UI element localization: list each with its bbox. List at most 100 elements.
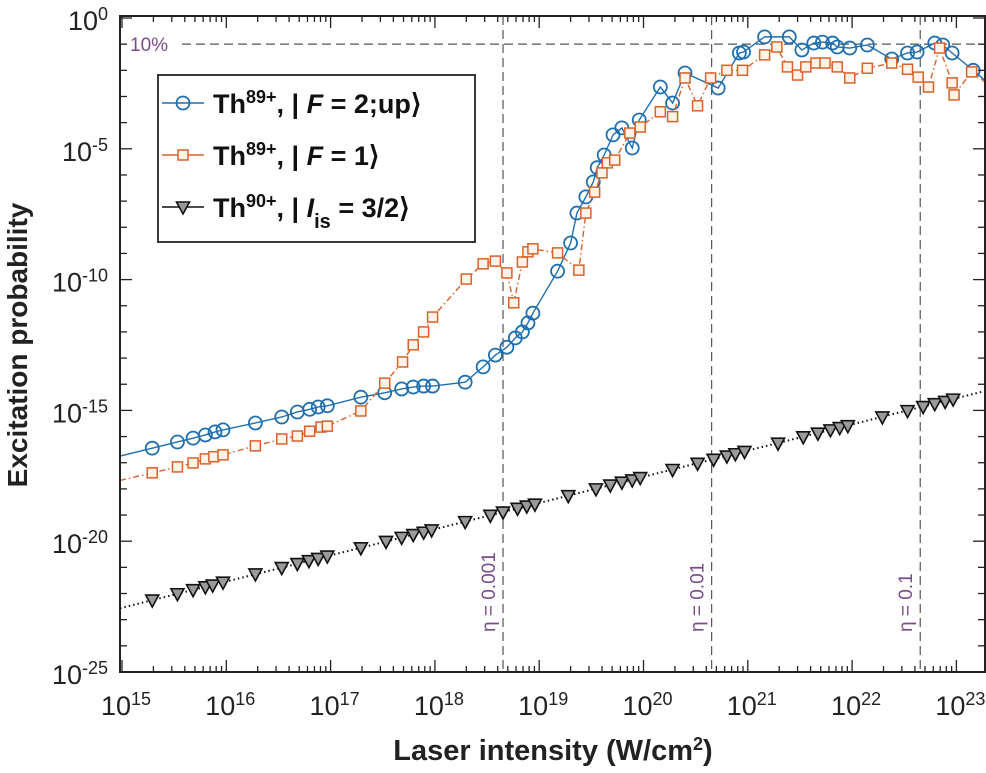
data-point — [926, 397, 943, 413]
x-tick-label-exponent: 18 — [444, 689, 464, 709]
data-point — [353, 389, 369, 405]
data-point — [487, 347, 503, 363]
data-point — [319, 550, 336, 565]
data-point — [770, 437, 786, 452]
data-point — [247, 415, 263, 431]
data-point — [822, 424, 839, 439]
data-point — [736, 64, 749, 77]
series-triangle-down — [119, 390, 986, 610]
data-point — [144, 440, 160, 456]
data-point — [794, 42, 810, 58]
data-point — [899, 404, 916, 420]
data-point — [736, 44, 751, 60]
y-tick-label-exponent: -25 — [82, 658, 108, 678]
y-tick-label-exponent: -10 — [82, 266, 108, 286]
data-point — [423, 524, 440, 539]
data-point — [819, 57, 831, 69]
data-point — [614, 476, 630, 491]
data-point — [319, 398, 335, 414]
legend-entry: Th89+, | F = 2;up⟩ — [162, 87, 421, 119]
data-point — [302, 401, 318, 417]
data-point — [665, 95, 680, 111]
data-point — [791, 69, 804, 81]
legend-label-part: , | — [277, 141, 307, 171]
data-point — [249, 440, 262, 452]
data-point — [900, 45, 915, 61]
data-point — [509, 502, 526, 518]
y-tick-label-base: 10 — [52, 268, 82, 298]
data-point — [289, 557, 306, 573]
series-circle — [119, 29, 986, 457]
data-point — [425, 378, 440, 394]
legend-label-part: , | — [277, 89, 307, 119]
data-point — [946, 77, 958, 89]
data-point — [527, 498, 543, 513]
data-point — [831, 61, 843, 73]
data-point — [310, 552, 327, 568]
data-point — [886, 57, 898, 69]
x-tick-label: 1023 — [935, 689, 985, 721]
legend-box — [157, 74, 476, 243]
y-tick-label: 100 — [68, 4, 108, 36]
x-tick-label: 1017 — [310, 689, 360, 721]
data-point — [550, 263, 565, 279]
data-point — [771, 41, 783, 53]
data-point — [273, 561, 290, 577]
legend-label: Th89+, | F = 1⟩ — [213, 139, 379, 171]
x-tick-label-exponent: 15 — [131, 689, 151, 709]
legend-label-part: , | — [277, 193, 307, 223]
axes: 1015 1016 1017 1018 1019 1020 1021 1022 10231001… — [52, 4, 986, 721]
legend-label-part: 90+ — [246, 191, 277, 211]
data-point — [215, 422, 231, 438]
data-point — [810, 427, 826, 442]
data-point — [912, 71, 924, 83]
x-tick-label-base: 10 — [935, 691, 965, 721]
y-tick-label: 10-25 — [52, 658, 108, 690]
x-tick-label-base: 10 — [101, 691, 131, 721]
x-tick-label-exponent: 22 — [861, 689, 881, 709]
data-point — [405, 379, 421, 395]
data-point — [909, 44, 925, 60]
data-point — [844, 72, 856, 84]
data-point — [217, 449, 229, 461]
data-point — [275, 433, 288, 445]
data-point — [654, 106, 667, 118]
data-point — [727, 447, 744, 463]
x-tick-label: 1018 — [414, 689, 464, 721]
legend: Th89+, | F = 2;up⟩Th89+, | F = 1⟩Th90+, … — [157, 74, 476, 243]
data-point — [215, 576, 231, 591]
data-point — [525, 305, 541, 321]
legend-label-part: I — [307, 193, 315, 223]
data-point — [355, 405, 367, 417]
data-point — [944, 45, 960, 61]
series-square — [119, 41, 986, 482]
x-axis-title-sup: 2 — [693, 734, 703, 754]
data-point — [499, 339, 515, 355]
data-point — [757, 29, 773, 45]
data-point — [806, 35, 822, 51]
x-tick-label: 1015 — [101, 689, 151, 721]
data-point — [666, 110, 679, 123]
data-point — [632, 471, 649, 487]
data-point — [795, 430, 812, 446]
legend-label-part: Th — [213, 141, 246, 171]
x-tick-label-exponent: 20 — [653, 689, 673, 709]
data-point — [169, 587, 186, 603]
data-point — [689, 457, 706, 472]
data-point — [933, 42, 946, 54]
y-tick-label-exponent: -15 — [82, 396, 108, 416]
data-point — [560, 489, 577, 505]
y-tick-label-exponent: 0 — [98, 4, 108, 24]
data-point — [417, 326, 430, 338]
data-point — [396, 356, 409, 368]
x-tick-label-base: 10 — [518, 691, 548, 721]
x-tick-label: 1020 — [622, 689, 672, 721]
y-tick-label-base: 10 — [62, 137, 92, 167]
data-point — [624, 127, 636, 139]
x-tick-label-base: 10 — [205, 691, 235, 721]
legend-entry: Th89+, | F = 1⟩ — [162, 139, 379, 171]
data-point — [518, 500, 535, 515]
x-tick-label-base: 10 — [414, 691, 444, 721]
data-point — [185, 583, 201, 599]
